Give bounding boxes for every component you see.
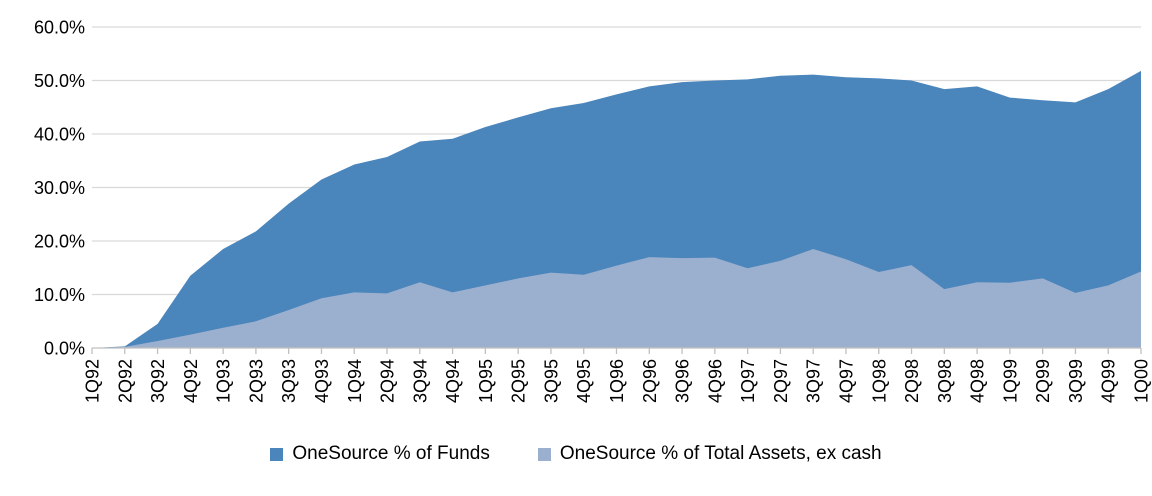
x-tick-label: 2Q96 — [640, 359, 660, 403]
y-tick-label: 0.0% — [44, 339, 85, 359]
chart-legend: OneSource % of Funds OneSource % of Tota… — [0, 441, 1152, 467]
x-tick-label: 1Q98 — [869, 359, 889, 403]
x-tick-label: 1Q99 — [1000, 359, 1020, 403]
x-tick-label: 4Q96 — [705, 359, 725, 403]
x-tick-label: 3Q94 — [410, 359, 430, 403]
x-tick-label: 1Q93 — [214, 359, 234, 403]
y-axis-labels: 0.0% 10.0% 20.0% 30.0% 40.0% 50.0% 60.0% — [34, 18, 85, 359]
x-tick-label: 1Q97 — [738, 359, 758, 403]
assets-area-series — [92, 249, 1141, 348]
y-tick-label: 20.0% — [34, 232, 85, 252]
x-tick-label: 2Q98 — [902, 359, 922, 403]
x-tick-label: 4Q92 — [181, 359, 201, 403]
y-tick-label: 50.0% — [34, 71, 85, 91]
x-axis — [91, 347, 1142, 354]
x-tick-label: 4Q97 — [836, 359, 856, 403]
x-tick-label: 1Q95 — [476, 359, 496, 403]
x-tick-label: 3Q99 — [1066, 359, 1086, 403]
x-tick-label: 3Q97 — [804, 359, 824, 403]
x-tick-label: 4Q99 — [1099, 359, 1119, 403]
x-tick-label: 4Q94 — [443, 359, 463, 403]
x-tick-label: 2Q95 — [509, 359, 529, 403]
funds-series-label: OneSource % of Funds — [292, 443, 490, 464]
x-tick-label: 2Q93 — [246, 359, 266, 403]
x-tick-label: 1Q96 — [607, 359, 627, 403]
x-tick-label: 4Q93 — [312, 359, 332, 403]
x-tick-label: 2Q94 — [378, 359, 398, 403]
x-axis-labels: 1Q92 2Q92 3Q92 4Q92 1Q93 2Q93 3Q93 4Q93 1Q94 2Q94… — [83, 359, 1152, 403]
x-tick-label: 2Q97 — [771, 359, 791, 403]
x-tick-label: 2Q99 — [1033, 359, 1053, 403]
x-tick-label: 1Q00 — [1132, 359, 1152, 403]
assets-series-swatch — [537, 447, 551, 461]
y-tick-label: 40.0% — [34, 125, 85, 145]
legend-item-funds: OneSource % of Funds — [270, 441, 490, 467]
x-tick-label: 1Q92 — [83, 359, 103, 403]
y-tick-label: 60.0% — [34, 18, 85, 38]
y-tick-label: 30.0% — [34, 178, 85, 198]
x-tick-label: 3Q92 — [148, 359, 168, 403]
x-tick-label: 3Q98 — [935, 359, 955, 403]
x-tick-label: 3Q93 — [279, 359, 299, 403]
x-tick-label: 3Q95 — [541, 359, 561, 403]
x-tick-label: 3Q96 — [673, 359, 693, 403]
assets-series-label: OneSource % of Total Assets, ex cash — [559, 443, 882, 464]
x-tick-label: 4Q95 — [574, 359, 594, 403]
x-tick-label: 1Q94 — [345, 359, 365, 403]
y-tick-label: 10.0% — [34, 285, 85, 305]
funds-series-swatch — [270, 447, 284, 461]
x-tick-label: 2Q92 — [115, 359, 135, 403]
legend-item-assets: OneSource % of Total Assets, ex cash — [537, 441, 882, 467]
x-tick-label: 4Q98 — [968, 359, 988, 403]
